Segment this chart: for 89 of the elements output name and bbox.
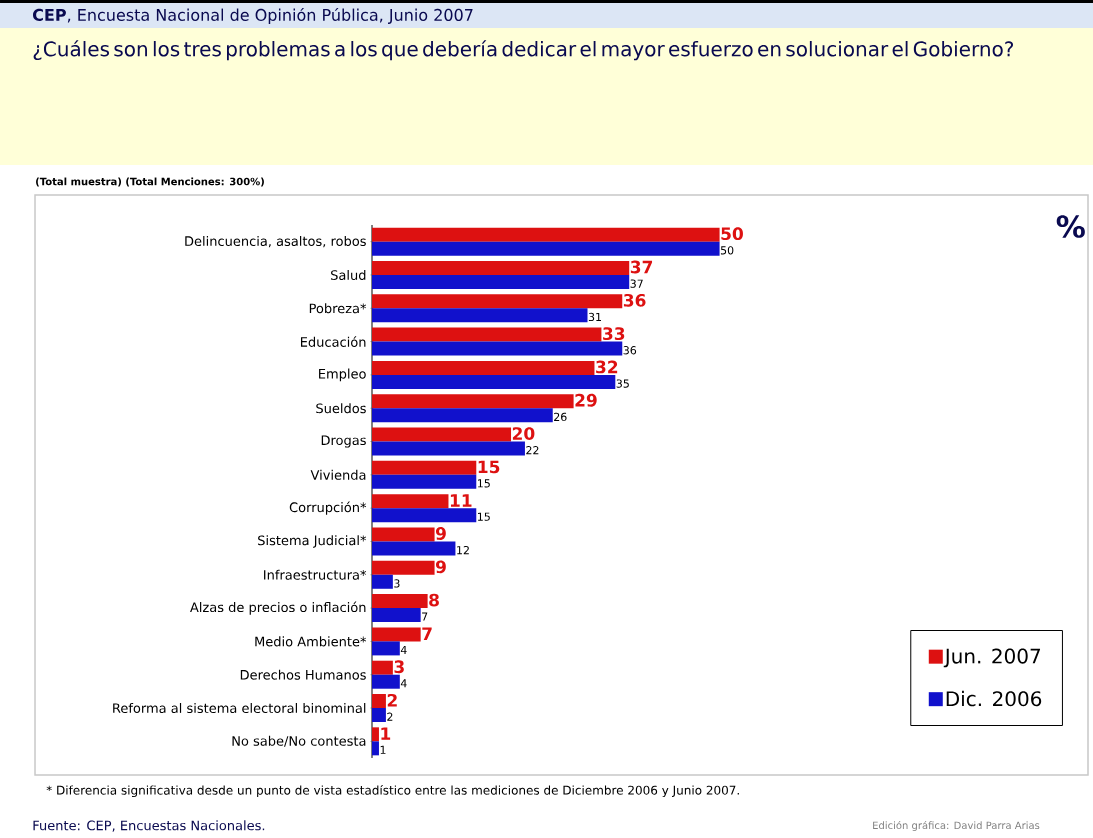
annotation: %	[1056, 215, 1085, 238]
data-label: 36	[623, 293, 646, 307]
data-label: 9	[435, 527, 446, 540]
bar	[372, 594, 428, 609]
bar	[372, 508, 477, 523]
data-label: 1	[380, 745, 386, 754]
bar	[372, 608, 421, 623]
y-tick-label: Corrupción*	[289, 501, 367, 515]
data-label: 26	[554, 412, 567, 422]
data-label: 2	[387, 712, 393, 721]
data-label: 31	[588, 312, 602, 322]
y-tick-label: No sabe/No contesta	[232, 735, 366, 747]
y-tick-label: Sistema Judicial*	[258, 535, 367, 548]
bar	[372, 694, 386, 709]
bar	[372, 441, 525, 456]
y-tick-label: Educación	[301, 336, 366, 347]
bar	[372, 474, 477, 489]
bar	[372, 374, 616, 389]
bar	[372, 708, 386, 723]
y-tick-label: Vivienda	[310, 469, 366, 480]
bar	[372, 394, 574, 409]
y-tick-label: Delincuencia, asaltos, robos	[185, 235, 366, 248]
data-label: 3	[394, 579, 400, 588]
data-label: 37	[630, 279, 643, 288]
bar	[372, 574, 393, 589]
data-label: 8	[429, 593, 439, 607]
data-label: 15	[478, 460, 500, 474]
data-label: 1	[381, 727, 391, 740]
data-label: 15	[478, 479, 490, 488]
text: (Total muestra) (Total Menciones: 300%)	[36, 177, 264, 187]
data-label: 4	[400, 679, 407, 688]
bar	[372, 560, 435, 575]
data-label: 7	[422, 612, 428, 621]
bar	[372, 241, 720, 256]
bar	[372, 674, 400, 689]
y-tick-label: Salud	[331, 269, 366, 280]
bar	[372, 627, 421, 642]
data-label: 50	[721, 227, 743, 241]
y-tick-label: Sueldos	[316, 403, 366, 414]
data-label: 35	[616, 379, 629, 388]
chart-title: ¿Cuáles son los tres problemas a los que debería dedicar el mayor esfuerzo en solucionar el Gobierno?	[33, 40, 1014, 61]
data-label: 9	[435, 560, 446, 574]
source-note: Fuente: CEP, Encuestas Nacionales.	[33, 820, 265, 832]
y-tick-label: Reforma al sistema electoral binominal	[113, 702, 366, 714]
data-label: 36	[623, 346, 637, 355]
legend-label: Jun. 2007	[943, 648, 1041, 668]
y-tick-label: Empleo	[319, 368, 366, 382]
data-label: 50	[720, 246, 734, 255]
bar	[372, 641, 400, 656]
data-label: 32	[596, 360, 618, 374]
y-tick-label: Medio Ambiente*	[255, 636, 367, 647]
y-tick-label: Drogas	[321, 435, 366, 448]
data-label: 15	[478, 512, 490, 521]
bar	[372, 274, 630, 289]
bar	[372, 308, 588, 323]
data-label: 37	[630, 260, 653, 274]
bar	[372, 727, 379, 742]
bar	[372, 327, 602, 342]
bar	[372, 408, 553, 423]
bar	[372, 741, 379, 756]
bar	[372, 494, 449, 509]
data-label: 22	[526, 446, 539, 455]
text: Edición gráfica: David Parra Arias	[873, 820, 1040, 832]
bar	[372, 227, 720, 242]
y-tick-label: Infraestructura*	[264, 569, 367, 580]
bar	[372, 360, 595, 375]
data-label: 20	[512, 427, 535, 440]
data-label: 3	[394, 660, 404, 674]
data-label: 2	[387, 693, 397, 707]
data-label: 12	[457, 545, 469, 555]
data-label: 11	[450, 494, 472, 507]
text: * Diferencia significativa desde un punto de vista estadístico entre las mediciones de Diciembre 2006 y Junio 2007.	[46, 784, 739, 798]
y-tick-label: Derechos Humanos	[240, 669, 366, 680]
bar	[372, 294, 623, 309]
bar	[372, 541, 456, 556]
bar	[372, 527, 435, 542]
text: CEP, Encuesta Nacional de Opinión Pública, Junio 2007	[33, 7, 473, 25]
bar	[372, 660, 393, 675]
data-label: 33	[603, 327, 625, 341]
bar	[372, 427, 512, 442]
legend-label: Dic. 2006	[946, 690, 1042, 707]
data-label: 4	[400, 645, 407, 654]
data-label: 7	[422, 627, 432, 640]
bar	[372, 260, 630, 275]
bar	[372, 341, 623, 356]
y-tick-label: Alzas de precios o inflación	[190, 601, 366, 615]
bar	[372, 460, 477, 475]
y-tick-label: Pobreza*	[309, 303, 367, 314]
data-label: 29	[575, 393, 597, 407]
